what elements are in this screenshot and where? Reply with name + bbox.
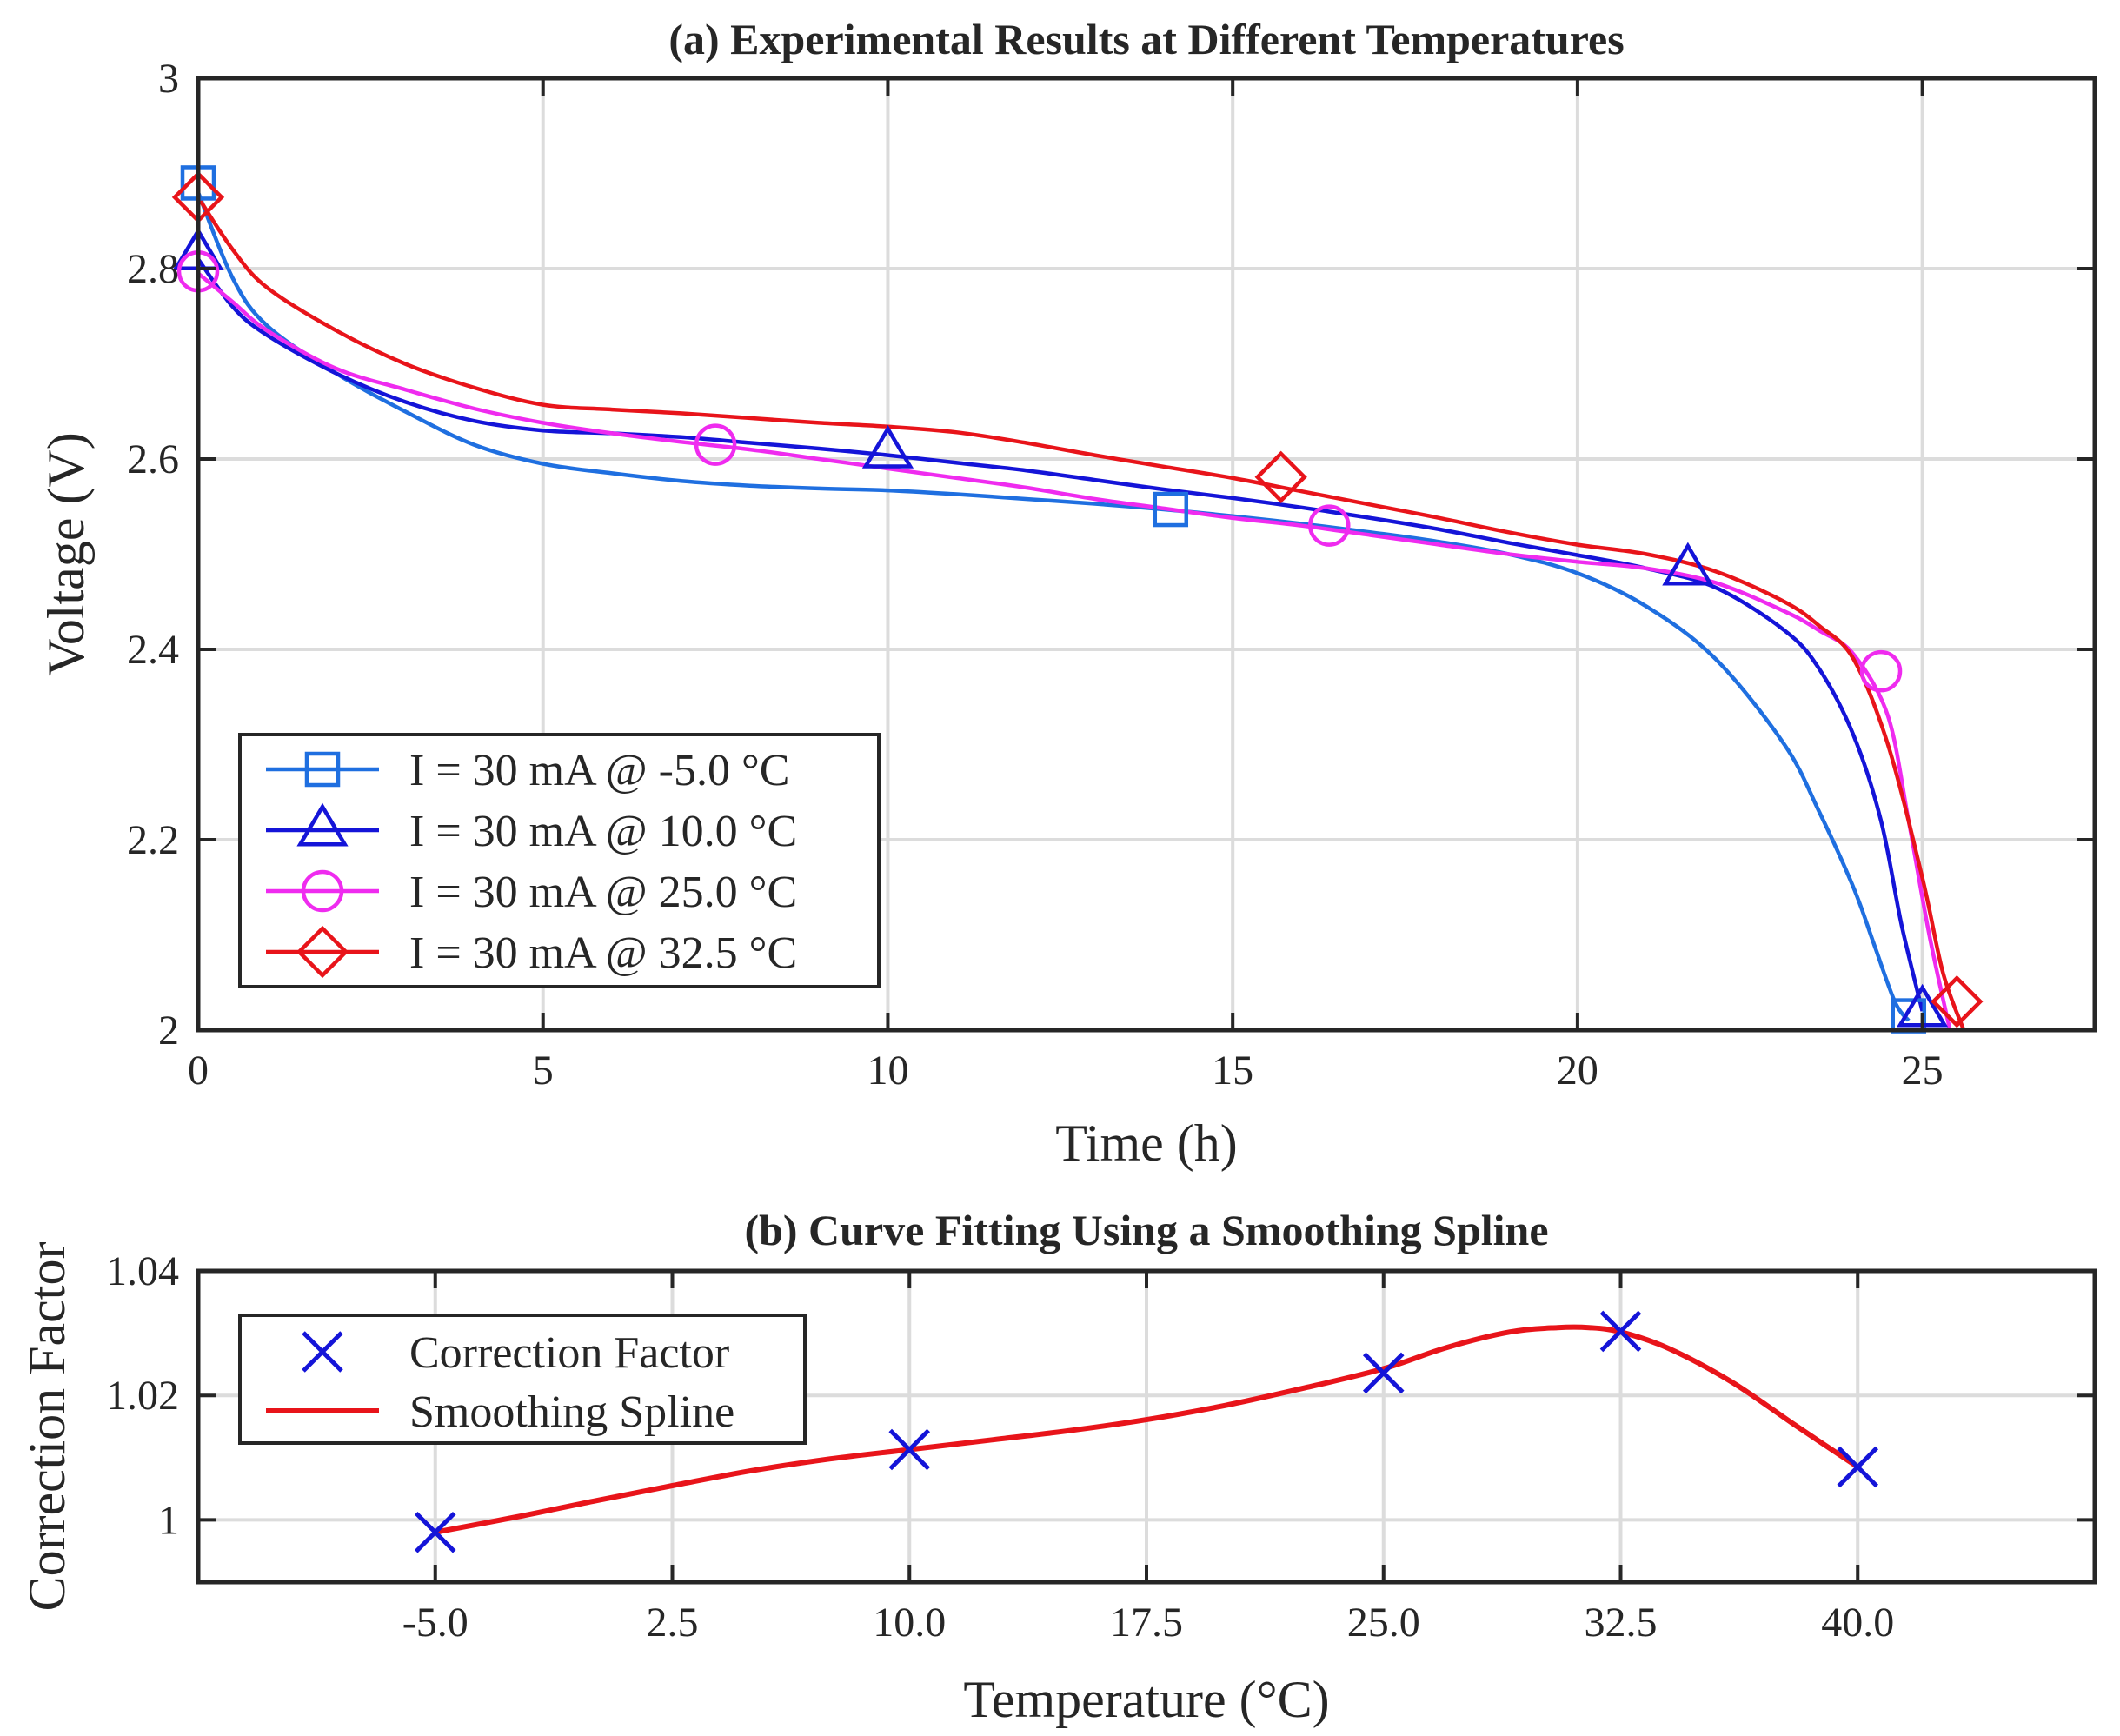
y-tick-label: 1.02 <box>106 1373 179 1419</box>
x-tick-label: 10.0 <box>873 1600 946 1646</box>
panel-b-y-axis-label: Correction Factor <box>18 1242 76 1612</box>
series-2-line <box>196 257 1924 1012</box>
series-4-marker <box>1931 974 1984 1028</box>
x-tick-label: 0 <box>188 1048 209 1094</box>
x-tick-label: 10 <box>867 1048 908 1094</box>
y-tick-label: 3 <box>158 56 179 102</box>
y-tick-label: 2 <box>158 1008 179 1054</box>
legend-marker <box>296 925 349 979</box>
series-2-marker <box>1662 542 1714 586</box>
x-tick-label: 17.5 <box>1110 1600 1183 1646</box>
panel-a-chart: 0 5 10 15 20 25 2 2.2 2.4 2.6 2.8 3 (a) Experimenta… <box>37 15 2097 1172</box>
panel-b-markers <box>414 1310 1879 1553</box>
legend-marker <box>296 802 349 847</box>
legend-label: I = 30 mA @ -5.0 °C <box>409 746 789 795</box>
panel-a-axes-frame <box>196 76 2097 1033</box>
legend-label: I = 30 mA @ 10.0 °C <box>409 807 797 856</box>
x-tick-label: 20 <box>1557 1048 1598 1094</box>
series-4-marker <box>1254 450 1307 503</box>
x-tick-label: 5 <box>533 1048 554 1094</box>
series-3-marker <box>1859 649 1903 693</box>
series-1-marker <box>1153 491 1189 528</box>
legend-label: Correction Factor <box>409 1328 729 1378</box>
series-1-marker <box>414 1511 456 1553</box>
panel-a-title: (a) Experimental Results at Different Te… <box>668 15 1624 63</box>
panel-a-legend: I = 30 mA @ -5.0 °C I = 30 mA @ 10.0 °C I … <box>238 733 881 988</box>
x-tick-label: 2.5 <box>647 1600 699 1646</box>
panel-a-y-axis-label: Voltage (V) <box>37 432 95 676</box>
y-tick-label: 1 <box>158 1497 179 1543</box>
y-tick-label: 2.4 <box>127 627 179 673</box>
panel-a-ticks: 0 5 10 15 20 25 2 2.2 2.4 2.6 2.8 3 <box>127 56 2095 1094</box>
legend-box <box>238 1314 807 1445</box>
series-1-marker <box>1362 1352 1405 1394</box>
legend-marker <box>302 1331 343 1373</box>
y-tick-label: 1.04 <box>106 1248 179 1294</box>
y-tick-label: 2.6 <box>127 436 179 482</box>
panel-a-lines <box>196 191 1966 1031</box>
series-2-line <box>435 1324 1859 1535</box>
panel-b-x-axis-label: Temperature (°C) <box>963 1671 1329 1728</box>
legend-label: Smoothing Spline <box>409 1387 734 1437</box>
y-tick-label: 2.2 <box>127 817 179 863</box>
series-3-marker <box>694 423 737 466</box>
series-1-line <box>196 191 1911 1022</box>
y-tick-label: 2.8 <box>127 246 179 292</box>
panel-b-chart: -5.0 2.5 10.0 17.5 25.0 32.5 40.0 1 1.02 1.04 (b)… <box>18 1206 2097 1728</box>
panel-b-lines <box>435 1324 1859 1535</box>
x-tick-label: -5.0 <box>402 1600 469 1646</box>
panel-b-legend: Correction Factor Smoothing Spline <box>238 1314 807 1445</box>
panel-a-x-axis-label: Time (h) <box>1055 1114 1237 1172</box>
legend-marker <box>304 751 341 788</box>
panel-b-title: (b) Curve Fitting Using a Smoothing Spli… <box>744 1206 1548 1254</box>
panel-b-ticks: -5.0 2.5 10.0 17.5 25.0 32.5 40.0 1 1.02 1.04 <box>106 1248 2095 1646</box>
series-1-marker <box>888 1428 931 1471</box>
legend-label: I = 30 mA @ 25.0 °C <box>409 868 797 917</box>
x-tick-label: 15 <box>1212 1048 1253 1094</box>
series-1-marker <box>1837 1446 1879 1488</box>
x-tick-label: 32.5 <box>1585 1600 1658 1646</box>
legend-marker <box>301 869 344 913</box>
legend-label: I = 30 mA @ 32.5 °C <box>409 928 797 978</box>
series-3-marker <box>1308 504 1351 547</box>
series-1-marker <box>1599 1310 1642 1353</box>
legend-box <box>238 733 881 988</box>
series-4-line <box>196 196 1966 1031</box>
x-tick-label: 25.0 <box>1347 1600 1420 1646</box>
x-tick-label: 40.0 <box>1821 1600 1894 1646</box>
x-tick-label: 25 <box>1902 1048 1944 1094</box>
series-2-marker <box>861 424 914 469</box>
